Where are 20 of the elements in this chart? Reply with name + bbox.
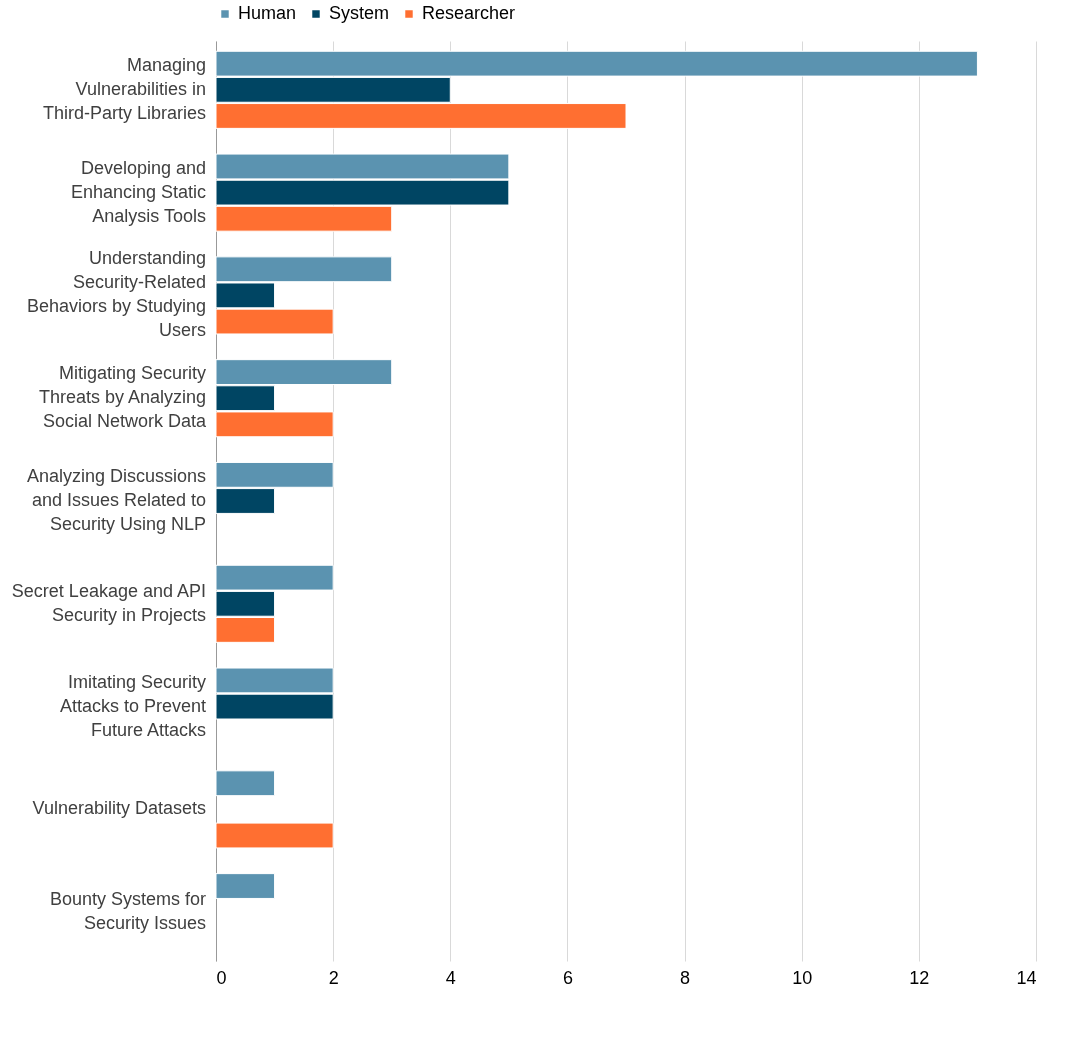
y-tick-label: Understanding Security-Related Behaviors by Studying Users bbox=[26, 248, 206, 341]
x-tick-label: 10 bbox=[792, 967, 813, 988]
y-tick-label: Managing Vulnerabilities in Third-Party Libraries bbox=[42, 54, 206, 123]
x-tick-label: 8 bbox=[680, 967, 691, 988]
y-tick-label: Secret Leakage and API Security in Projects bbox=[11, 580, 206, 625]
y-tick-label: Developing and Enhancing Static Analysis Tools bbox=[70, 157, 206, 226]
y-tick-label: Mitigating Security Threats by Analyzing Social Network Data bbox=[38, 363, 207, 432]
x-tick-label: 14 bbox=[1016, 967, 1037, 988]
y-tick-label: Vulnerability Datasets bbox=[32, 798, 206, 819]
x-tick-label: 2 bbox=[328, 967, 339, 988]
x-tick-label: 12 bbox=[909, 967, 930, 988]
legend-label: System bbox=[329, 3, 390, 23]
legend-label: Human bbox=[238, 3, 297, 23]
legend-label: Researcher bbox=[422, 3, 516, 23]
x-tick-label: 4 bbox=[445, 967, 456, 988]
x-tick-label: 6 bbox=[562, 967, 573, 988]
y-tick-label: Imitating Security Attacks to Prevent Future Attacks bbox=[59, 671, 206, 740]
y-tick-label: Analyzing Discussions and Issues Related to Security Using NLP bbox=[26, 466, 206, 534]
y-tick-label: Bounty Systems for Security Issues bbox=[49, 889, 206, 934]
x-tick-label: 0 bbox=[216, 967, 227, 988]
